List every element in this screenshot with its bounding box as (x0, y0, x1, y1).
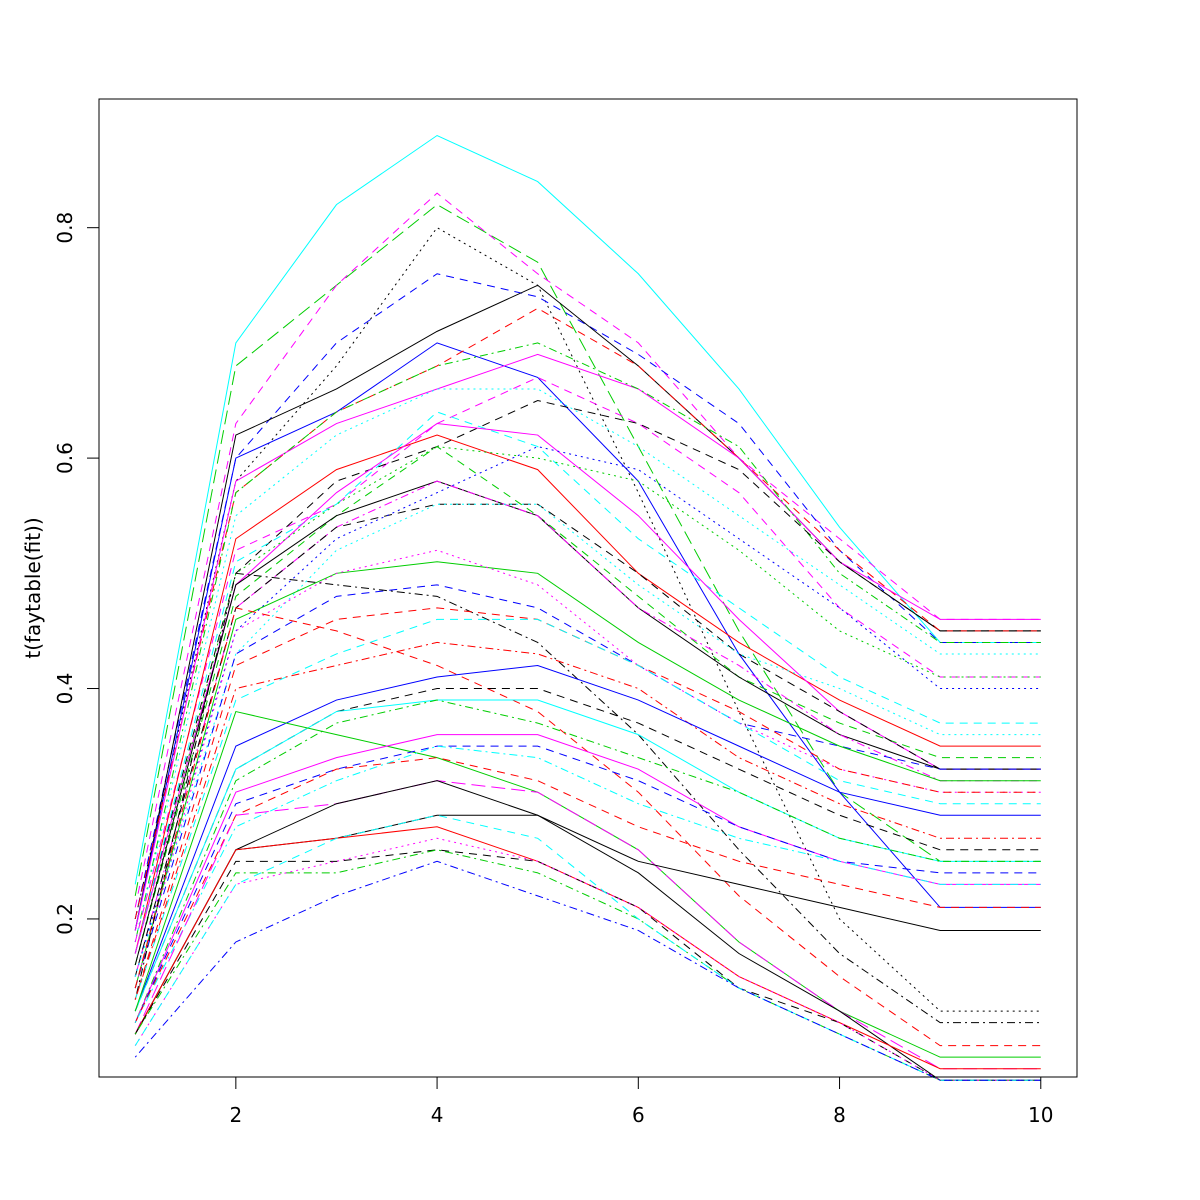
series-layer (134, 134, 1041, 1081)
series-line-49 (134, 860, 1041, 1081)
series-line-17 (134, 446, 1041, 966)
y-tick-label: 0.8 (53, 212, 77, 244)
series-line-25 (134, 561, 1041, 989)
y-tick-label: 0.2 (53, 903, 77, 935)
series-line-27 (134, 607, 1041, 1047)
series-line-34 (134, 699, 1041, 1012)
series-line-6 (134, 284, 1041, 931)
series-line-47 (134, 837, 1041, 1081)
series-line-15 (134, 411, 1041, 954)
series-line-41 (134, 780, 1041, 1070)
series-line-2 (134, 204, 1041, 896)
series-line-33 (134, 688, 1041, 1012)
y-tick-label: 0.6 (53, 442, 77, 474)
series-line-24 (134, 584, 1041, 989)
axes-layer: 2 4 6 8 10 0.2 0.4 0.6 0.8 (53, 212, 1054, 1127)
series-line-1 (134, 134, 1041, 885)
y-tick-label: 0.4 (53, 673, 77, 705)
series-line-31 (134, 641, 1041, 1000)
series-line-40 (134, 745, 1041, 1023)
series-line-36 (134, 699, 1041, 1023)
series-line-38 (134, 745, 1041, 1023)
x-tick-label: 2 (229, 1103, 242, 1127)
x-tick-label: 4 (431, 1103, 444, 1127)
series-line-3 (134, 192, 1041, 908)
x-tick-label: 10 (1028, 1103, 1053, 1127)
series-line-19 (134, 480, 1041, 966)
series-line-21 (134, 503, 1041, 977)
series-line-44 (134, 826, 1041, 1070)
x-tick-label: 6 (632, 1103, 645, 1127)
series-line-39 (134, 757, 1041, 1023)
y-axis-label: t(faytable(fit)) (21, 517, 45, 658)
series-line-10 (134, 342, 1041, 943)
x-tick-label: 8 (833, 1103, 846, 1127)
series-line-22 (134, 446, 1041, 977)
series-line-14 (134, 434, 1041, 954)
series-line-13 (134, 399, 1041, 954)
series-line-9 (134, 353, 1041, 931)
series-line-28 (134, 572, 1041, 1024)
